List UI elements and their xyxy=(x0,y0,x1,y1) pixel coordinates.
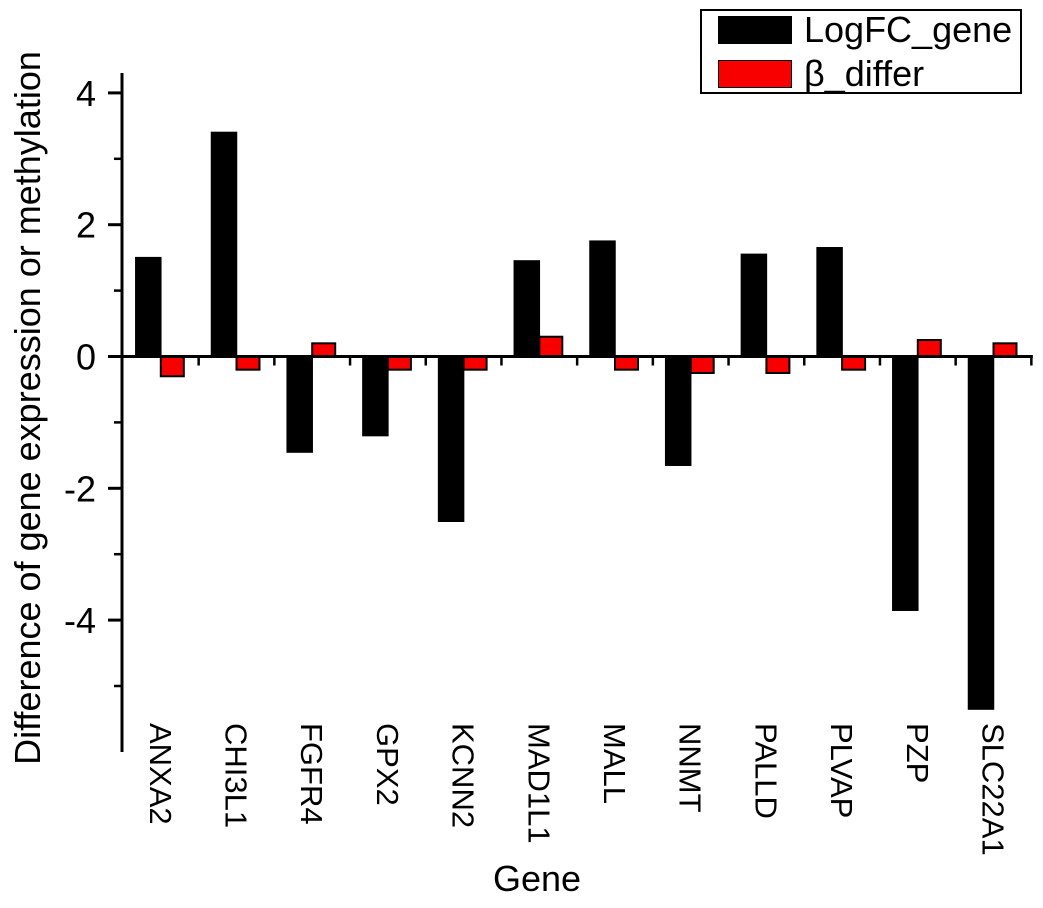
legend-label-beta-differ: β_differ xyxy=(804,52,925,94)
bar-bdiffer-anxa2 xyxy=(159,355,185,378)
bar-bdiffer-slc22a1 xyxy=(992,342,1018,358)
x-category-label-chi3l1: CHI3L1 xyxy=(219,723,254,828)
x-category-label-slc22a1: SLC22A1 xyxy=(976,723,1011,856)
bar-logfc-mad1l1 xyxy=(513,260,541,358)
bar-bdiffer-plvap xyxy=(841,355,867,371)
bar-bdiffer-nnmt xyxy=(689,355,715,374)
bar-bdiffer-pzp xyxy=(916,339,942,358)
y-tick-label: -2 xyxy=(64,468,96,509)
bar-logfc-mall xyxy=(589,240,616,358)
bar-logfc-chi3l1 xyxy=(210,131,238,358)
x-category-label-mad1l1: MAD1L1 xyxy=(521,723,556,844)
y-tick-label: 0 xyxy=(76,337,96,378)
legend-item-beta-differ: β_differ xyxy=(718,52,1020,94)
x-category-label-palld: PALLD xyxy=(748,723,783,819)
x-category-label-pzp: PZP xyxy=(900,723,935,783)
bar-logfc-kcnn2 xyxy=(437,355,465,522)
x-category-label-kcnn2: KCNN2 xyxy=(446,723,481,828)
bar-logfc-gpx2 xyxy=(362,355,389,437)
x-category-label-plvap: PLVAP xyxy=(824,723,859,818)
bar-bdiffer-mall xyxy=(614,355,639,371)
x-category-label-mall: MALL xyxy=(597,723,632,804)
bar-bdiffer-chi3l1 xyxy=(235,355,261,371)
y-tick-label: 2 xyxy=(76,205,96,246)
x-category-label-anxa2: ANXA2 xyxy=(143,723,178,825)
x-category-label-nnmt: NNMT xyxy=(673,723,708,813)
x-axis-title: Gene xyxy=(492,858,582,899)
bar-logfc-fgfr4 xyxy=(286,355,313,453)
y-tick-label: -4 xyxy=(64,600,96,641)
legend-label-logfc-gene: LogFC_gene xyxy=(804,8,1013,50)
y-axis-title: Difference of gene expression or methyla… xyxy=(7,51,48,765)
bar-logfc-nnmt xyxy=(664,355,692,466)
bar-bdiffer-mad1l1 xyxy=(538,335,564,358)
bar-logfc-anxa2 xyxy=(135,256,162,358)
x-category-label-gpx2: GPX2 xyxy=(370,723,405,806)
bar-bdiffer-kcnn2 xyxy=(462,355,488,371)
bar-logfc-pzp xyxy=(892,355,919,611)
bar-bdiffer-gpx2 xyxy=(386,355,412,371)
bar-bdiffer-fgfr4 xyxy=(311,342,337,358)
x-category-label-fgfr4: FGFR4 xyxy=(294,723,329,825)
legend-item-logfc-gene: LogFC_gene xyxy=(718,8,1020,50)
legend-swatch-logfc-gene xyxy=(718,15,792,44)
bar-bdiffer-palld xyxy=(765,355,791,374)
y-tick-label: 4 xyxy=(76,73,96,114)
bar-logfc-palld xyxy=(740,253,768,358)
legend-swatch-beta-differ xyxy=(718,59,792,88)
bar-logfc-plvap xyxy=(816,247,843,358)
bar-logfc-slc22a1 xyxy=(967,355,995,710)
legend: LogFC_gene β_differ xyxy=(700,9,1022,94)
